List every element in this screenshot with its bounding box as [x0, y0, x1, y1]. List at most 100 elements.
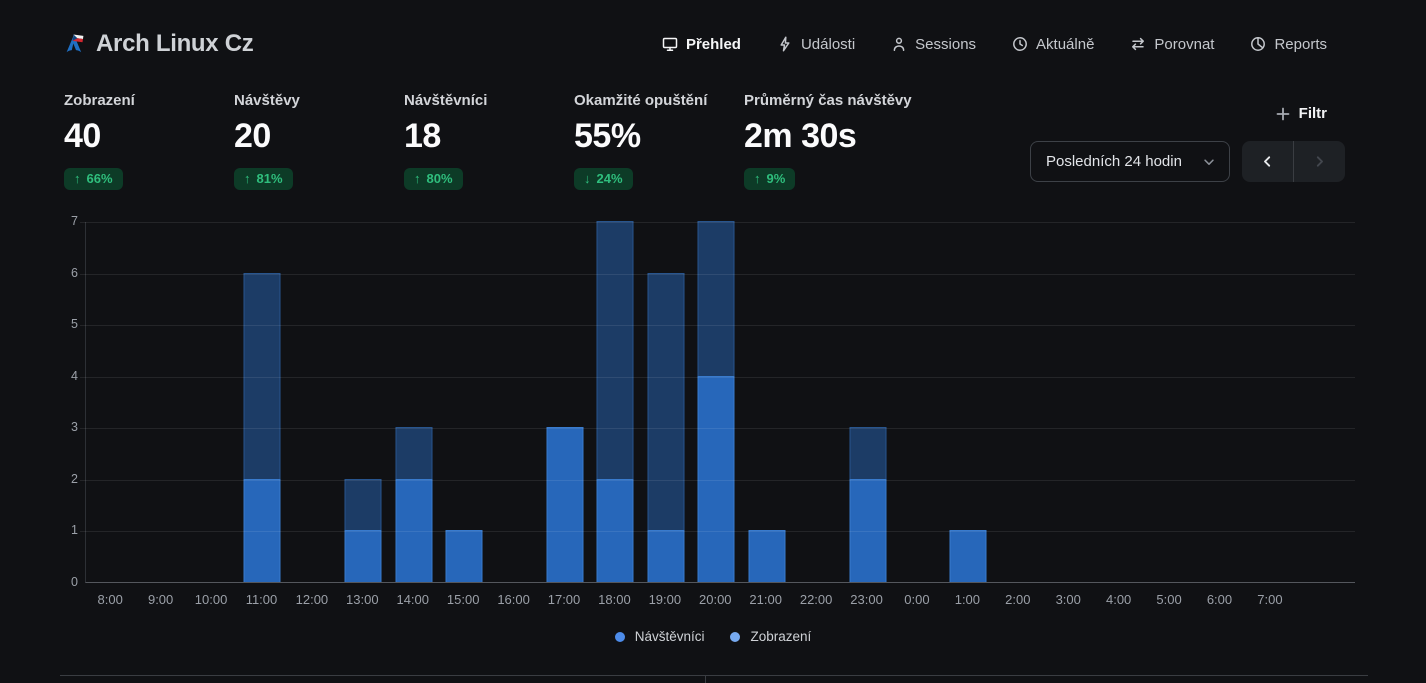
bottom-panels — [60, 675, 1368, 683]
next-button[interactable] — [1293, 141, 1345, 182]
y-axis-label: 5 — [71, 317, 78, 332]
x-axis-label: 19:00 — [648, 592, 682, 607]
gridline — [80, 273, 1355, 275]
nav-item-reports[interactable]: Reports — [1250, 36, 1327, 53]
plus-icon — [1275, 106, 1291, 122]
stat-value: 20 — [234, 117, 271, 155]
chevron-left-icon — [1260, 154, 1275, 169]
visitors-bar[interactable] — [697, 375, 735, 582]
bar-group-8:00[interactable] — [86, 222, 136, 582]
bar-group-17:00[interactable] — [540, 222, 590, 582]
nav-item-prehled[interactable]: Přehled — [662, 36, 741, 53]
header: Arch Linux Cz Přehled Události Sessions … — [0, 0, 1426, 88]
clock-icon — [1012, 36, 1028, 52]
x-axis-label: 14:00 — [396, 592, 430, 607]
bar-group-4:00[interactable] — [1094, 222, 1144, 582]
bar-group-11:00[interactable] — [237, 222, 287, 582]
visitors-bar[interactable] — [647, 530, 685, 582]
x-axis-label: 6:00 — [1206, 592, 1233, 607]
change-badge: ↑ 80% — [404, 168, 463, 190]
gridline — [80, 222, 1355, 223]
x-axis-label: 9:00 — [147, 592, 174, 607]
visitors-bar[interactable] — [546, 427, 584, 582]
bar-group-5:00[interactable] — [1145, 222, 1195, 582]
change-value: 9% — [766, 171, 786, 186]
views-bar[interactable] — [647, 272, 685, 582]
gridline — [80, 376, 1355, 378]
bar-group-1:00[interactable] — [943, 222, 993, 582]
visitors-bar[interactable] — [445, 530, 483, 582]
visitors-bar[interactable] — [344, 530, 382, 582]
nav-item-sessions[interactable]: Sessions — [891, 36, 976, 53]
x-axis-label: 22:00 — [799, 592, 833, 607]
bar-group-12:00[interactable] — [288, 222, 338, 582]
bar-group-7:00[interactable] — [1246, 222, 1296, 582]
nav-item-udalosti[interactable]: Události — [777, 36, 855, 53]
x-axis-label: 16:00 — [497, 592, 530, 607]
y-axis-label: 3 — [71, 420, 78, 435]
bar-group-6:00[interactable] — [1195, 222, 1245, 582]
chart-plot — [80, 221, 1355, 583]
bar-group-3:00[interactable] — [1044, 222, 1094, 582]
nav-item-label: Události — [800, 35, 856, 53]
bar-group-23:00[interactable] — [842, 222, 892, 582]
stats-row: Zobrazení 40 ↑ 66% Návštěvy 20 ↑ 81% Náv… — [64, 92, 1345, 190]
date-range-select[interactable]: Posledních 24 hodin — [1030, 141, 1230, 182]
visitors-bar[interactable] — [395, 478, 433, 582]
bar-group-16:00[interactable] — [489, 222, 539, 582]
brand[interactable]: Arch Linux Cz — [64, 30, 254, 58]
bar-group-10:00[interactable] — [187, 222, 237, 582]
arrow-up-icon: ↑ — [414, 171, 421, 186]
bar-group-9:00[interactable] — [136, 222, 186, 582]
bar-group-15:00[interactable] — [439, 222, 489, 582]
x-axis-label: 13:00 — [346, 592, 379, 607]
visitors-bar[interactable] — [748, 530, 786, 582]
bar-group-19:00[interactable] — [641, 222, 691, 582]
visitors-bar[interactable] — [243, 478, 281, 582]
nav-item-label: Porovnat — [1154, 35, 1215, 53]
legend-item-navstevnici[interactable]: Návštěvníci — [614, 629, 704, 644]
person-icon — [891, 36, 907, 52]
x-axis-label: 20:00 — [699, 592, 732, 607]
stat-card-navstevy: Návštěvy 20 ↑ 81% — [234, 92, 404, 190]
chevron-right-icon — [1312, 154, 1327, 169]
legend-label: Zobrazení — [750, 629, 812, 644]
bar-group-21:00[interactable] — [741, 222, 791, 582]
stat-label: Návštěvníci — [404, 92, 488, 109]
chart-bars — [86, 221, 1296, 582]
monitor-icon — [662, 36, 678, 52]
legend-item-zobrazeni[interactable]: Zobrazení — [730, 629, 811, 644]
change-badge: ↑ 9% — [744, 168, 796, 190]
y-axis-label: 4 — [71, 368, 78, 383]
change-badge: ↓ 24% — [574, 168, 633, 190]
legend-dot-views — [730, 631, 741, 642]
lightning-icon — [777, 36, 793, 52]
y-axis-label: 2 — [71, 471, 78, 486]
stat-label: Průměrný čas návštěvy — [744, 92, 912, 109]
x-axis-label: 23:00 — [850, 592, 883, 607]
visitors-bar[interactable] — [849, 478, 887, 582]
change-value: 66% — [86, 171, 113, 186]
bar-group-20:00[interactable] — [691, 221, 741, 582]
nav-item-porovnat[interactable]: Porovnat — [1130, 36, 1214, 53]
bar-group-18:00[interactable] — [590, 221, 640, 582]
traffic-chart: 0 1 2 3 4 5 6 7 8:00 9:00 10:00 11:00 12:00 13:00 14:… — [64, 214, 1362, 644]
x-axis-label: 1:00 — [954, 592, 981, 607]
bar-group-2:00[interactable] — [994, 222, 1044, 582]
x-axis-label: 3:00 — [1055, 592, 1081, 607]
stat-label: Zobrazení — [64, 92, 135, 109]
bar-group-14:00[interactable] — [389, 222, 439, 582]
x-axis-label: 11:00 — [245, 592, 278, 607]
bar-group-13:00[interactable] — [338, 222, 388, 582]
prev-button[interactable] — [1242, 141, 1293, 182]
bar-group-0:00[interactable] — [893, 222, 943, 582]
visitors-bar[interactable] — [596, 478, 634, 582]
bar-group-22:00[interactable] — [792, 222, 842, 582]
y-axis-label: 0 — [71, 575, 78, 589]
nav-item-aktualne[interactable]: Aktuálně — [1012, 36, 1094, 53]
nav-item-label: Sessions — [915, 35, 977, 53]
visitors-bar[interactable] — [949, 530, 987, 582]
nav-item-label: Reports — [1274, 35, 1327, 53]
filter-button[interactable]: Filtr — [1275, 105, 1327, 122]
nav-item-label: Aktuálně — [1036, 35, 1095, 53]
